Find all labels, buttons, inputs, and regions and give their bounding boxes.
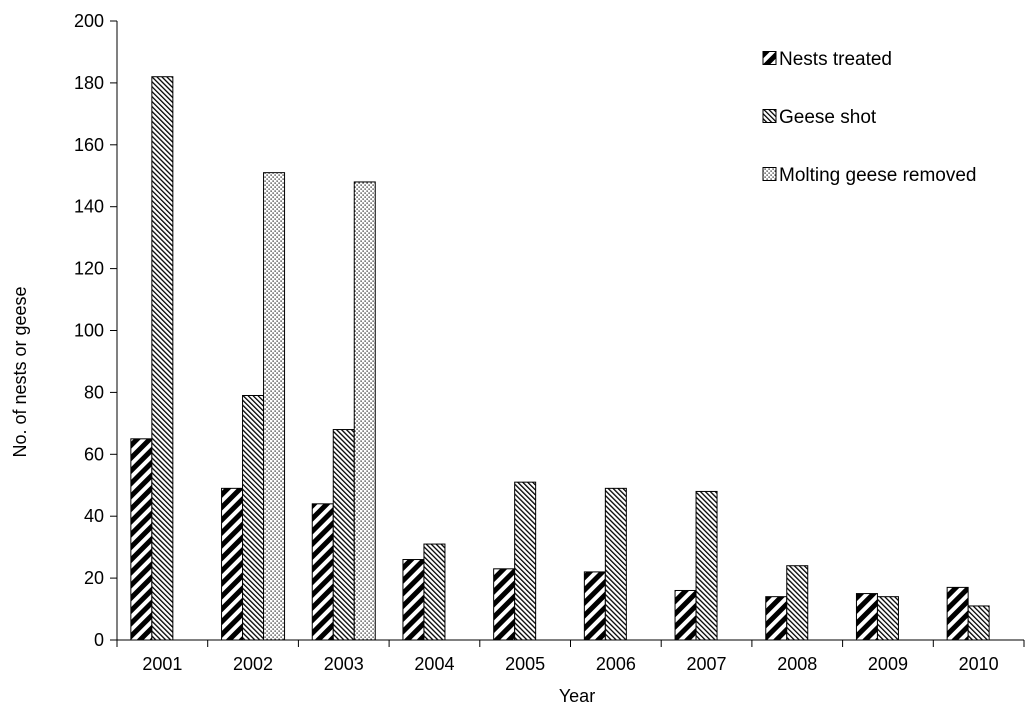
bar-geese-shot-2002 — [242, 394, 265, 641]
bar-nests-treated-2004 — [402, 559, 425, 641]
bar-geese-shot-2003 — [332, 429, 355, 641]
legend-label-geese-shot: Geese shot — [779, 107, 877, 128]
y-axis-title: No. of nests or geese — [10, 286, 30, 457]
bar-geese-shot-2001 — [151, 76, 174, 641]
y-tick-label-140: 140 — [74, 197, 104, 217]
bar-geese-shot-2007 — [695, 490, 718, 641]
y-tick-label-0: 0 — [94, 630, 104, 650]
x-tick-label-2009: 2009 — [868, 654, 908, 674]
x-tick-label-2001: 2001 — [142, 654, 182, 674]
bar-molting-geese-removed-2002 — [263, 172, 286, 641]
x-tick-label-2006: 2006 — [596, 654, 636, 674]
y-tick-label-60: 60 — [84, 444, 104, 464]
legend-label-molting-geese-removed: Molting geese removed — [779, 165, 977, 186]
bar-geese-shot-2009 — [876, 596, 899, 641]
legend-label-nests-treated: Nests treated — [779, 49, 892, 70]
y-tick-label-20: 20 — [84, 568, 104, 588]
bar-nests-treated-2002 — [221, 487, 244, 641]
bar-nests-treated-2008 — [765, 596, 788, 641]
bar-nests-treated-2005 — [493, 568, 516, 641]
legend: Nests treated Geese shot Molting geese rem… — [762, 49, 977, 186]
y-tick-label-100: 100 — [74, 321, 104, 341]
bar-molting-geese-removed-2003 — [353, 181, 376, 641]
bar-nests-treated-2006 — [583, 571, 606, 641]
legend-swatch-nests-treated — [762, 51, 777, 65]
bar-geese-shot-2010 — [967, 605, 990, 641]
axes-layer: 0 20 40 60 80 100 120 140 160 180 200 2001 2002 2003 2… — [74, 11, 1025, 674]
bar-nests-treated-2007 — [674, 589, 697, 641]
x-tick-label-2003: 2003 — [324, 654, 364, 674]
y-tick-label-180: 180 — [74, 73, 104, 93]
x-tick-label-2002: 2002 — [233, 654, 273, 674]
x-tick-label-2004: 2004 — [414, 654, 454, 674]
y-axis-title-group: No. of nests or geese — [10, 286, 30, 457]
bar-nests-treated-2010 — [946, 586, 969, 641]
bar-nests-treated-2003 — [311, 503, 334, 641]
y-tick-label-40: 40 — [84, 506, 104, 526]
y-tick-label-120: 120 — [74, 259, 104, 279]
legend-swatch-geese-shot — [762, 109, 777, 123]
x-tick-label-2005: 2005 — [505, 654, 545, 674]
bars-layer — [130, 76, 990, 641]
y-tick-label-160: 160 — [74, 135, 104, 155]
x-axis-title: Year — [559, 686, 595, 706]
x-tick-label-2007: 2007 — [687, 654, 727, 674]
legend-swatch-molting-geese-removed — [762, 167, 777, 181]
x-tick-label-2010: 2010 — [959, 654, 999, 674]
bar-geese-shot-2008 — [786, 565, 809, 641]
bar-nests-treated-2001 — [130, 438, 153, 641]
y-tick-label-200: 200 — [74, 11, 104, 31]
bar-geese-shot-2006 — [604, 487, 627, 641]
bar-geese-shot-2004 — [423, 543, 446, 641]
bar-geese-shot-2005 — [514, 481, 537, 641]
x-tick-label-2008: 2008 — [777, 654, 817, 674]
bar-nests-treated-2009 — [855, 593, 878, 641]
y-tick-label-80: 80 — [84, 382, 104, 402]
